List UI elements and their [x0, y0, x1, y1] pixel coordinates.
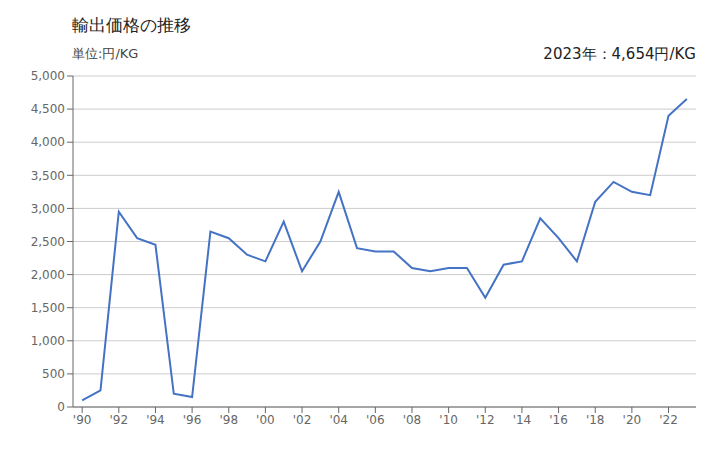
svg-text:3,000: 3,000 — [31, 202, 65, 216]
svg-text:'96: '96 — [183, 413, 202, 427]
svg-text:'94: '94 — [146, 413, 165, 427]
svg-text:'08: '08 — [403, 413, 422, 427]
svg-text:2,500: 2,500 — [31, 235, 65, 249]
svg-text:500: 500 — [42, 367, 65, 381]
svg-text:'98: '98 — [219, 413, 238, 427]
svg-text:'06: '06 — [366, 413, 385, 427]
svg-text:0: 0 — [57, 400, 65, 414]
html-text:2023年：4,654円/KG: 2023年：4,654円/KG — [543, 44, 696, 63]
svg-text:'22: '22 — [659, 413, 678, 427]
svg-text:5,000: 5,000 — [31, 69, 65, 83]
html-text:単位:円/KG: 単位:円/KG — [72, 46, 139, 61]
svg-text:'90: '90 — [73, 413, 92, 427]
svg-text:'04: '04 — [329, 413, 348, 427]
svg-text:'14: '14 — [513, 413, 532, 427]
svg-text:1,500: 1,500 — [31, 301, 65, 315]
svg-text:'16: '16 — [549, 413, 568, 427]
svg-text:'18: '18 — [586, 413, 605, 427]
svg-text:'02: '02 — [293, 413, 312, 427]
html-text:輸出価格の推移: 輸出価格の推移 — [72, 15, 191, 35]
svg-text:'00: '00 — [256, 413, 275, 427]
svg-text:2,000: 2,000 — [31, 268, 65, 282]
svg-text:4,500: 4,500 — [31, 102, 65, 116]
svg-text:3,500: 3,500 — [31, 169, 65, 183]
svg-text:'12: '12 — [476, 413, 495, 427]
svg-text:'10: '10 — [439, 413, 458, 427]
svg-text:1,000: 1,000 — [31, 334, 65, 348]
svg-text:'20: '20 — [623, 413, 642, 427]
svg-text:'92: '92 — [110, 413, 129, 427]
svg-text:4,000: 4,000 — [31, 135, 65, 149]
